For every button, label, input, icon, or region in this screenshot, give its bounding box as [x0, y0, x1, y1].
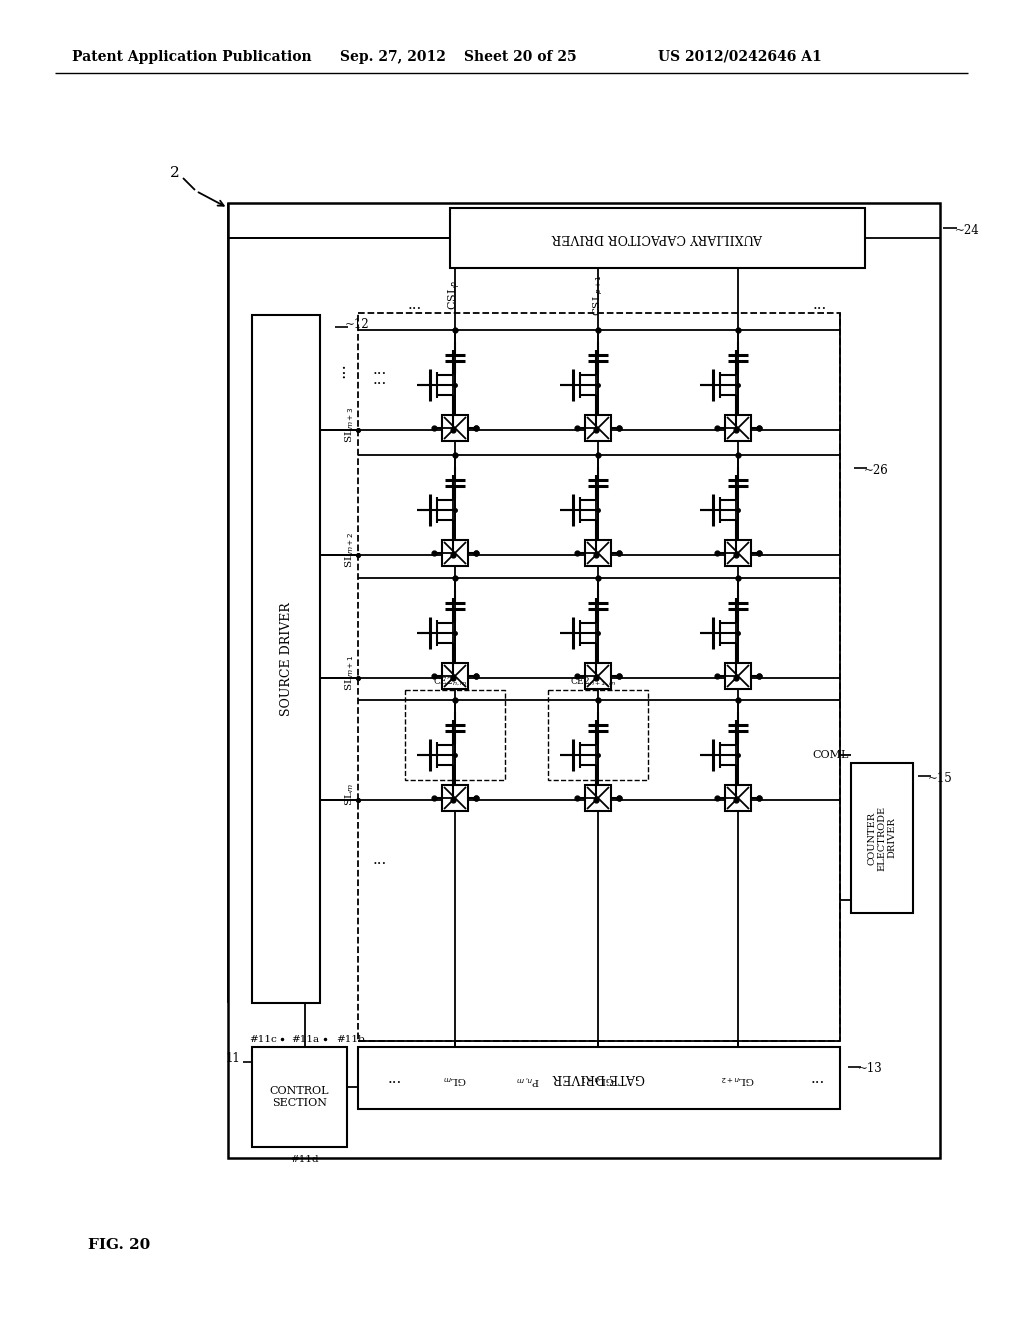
- Bar: [406, 690, 505, 780]
- Text: ~13: ~13: [858, 1063, 883, 1076]
- Text: SL$_{m+3}$: SL$_{m+3}$: [343, 407, 356, 444]
- Text: SL$_{m}$: SL$_{m}$: [343, 784, 356, 807]
- Text: ...: ...: [388, 1072, 402, 1086]
- Text: COUNTER
ELECTRODE
DRIVER: COUNTER ELECTRODE DRIVER: [867, 805, 897, 871]
- Text: SL$_{m+1}$: SL$_{m+1}$: [343, 655, 356, 692]
- Text: US 2012/0242646 A1: US 2012/0242646 A1: [658, 50, 822, 63]
- Bar: [585, 663, 611, 689]
- Text: 2: 2: [170, 166, 180, 180]
- Bar: [442, 540, 468, 566]
- Text: ~26: ~26: [864, 463, 889, 477]
- Bar: [252, 1047, 347, 1147]
- Text: CE2$_{n+1,m}$: CE2$_{n+1,m}$: [570, 676, 616, 688]
- Bar: [450, 209, 865, 268]
- Text: #11b: #11b: [337, 1035, 366, 1044]
- Bar: [585, 414, 611, 441]
- Text: CSL$_{p+1}$: CSL$_{p+1}$: [591, 275, 605, 315]
- Bar: [725, 414, 751, 441]
- Bar: [585, 785, 611, 810]
- Bar: [442, 414, 468, 441]
- Text: #11d: #11d: [291, 1155, 319, 1163]
- Bar: [725, 785, 751, 810]
- Text: ...: ...: [373, 363, 387, 378]
- Text: ~24: ~24: [955, 223, 980, 236]
- Text: GL$_{m}$: GL$_{m}$: [443, 1073, 467, 1085]
- Bar: [851, 763, 913, 913]
- Text: FIG. 20: FIG. 20: [88, 1238, 151, 1251]
- Bar: [252, 315, 319, 1003]
- Text: SOURCE DRIVER: SOURCE DRIVER: [280, 602, 293, 715]
- Text: AUXILIARY CAPACITOR DRIVER: AUXILIARY CAPACITOR DRIVER: [552, 231, 763, 244]
- Text: GL$_{n+2}$: GL$_{n+2}$: [721, 1073, 756, 1085]
- Text: SL$_{m+2}$: SL$_{m+2}$: [343, 532, 356, 568]
- Bar: [725, 663, 751, 689]
- Bar: [548, 690, 648, 780]
- Text: #11a: #11a: [291, 1035, 319, 1044]
- Bar: [442, 785, 468, 810]
- Bar: [585, 540, 611, 566]
- Text: Sheet 20 of 25: Sheet 20 of 25: [464, 50, 577, 63]
- Text: CONTROL
SECTION: CONTROL SECTION: [269, 1086, 330, 1107]
- Text: ...: ...: [408, 298, 422, 312]
- Text: #11c: #11c: [249, 1035, 276, 1044]
- Bar: [358, 313, 840, 1041]
- Text: 11: 11: [225, 1052, 240, 1065]
- Text: Sep. 27, 2012: Sep. 27, 2012: [340, 50, 445, 63]
- Text: ...: ...: [373, 853, 387, 867]
- Bar: [725, 540, 751, 566]
- Text: CSL$_{p}$: CSL$_{p}$: [446, 280, 463, 310]
- Text: Patent Application Publication: Patent Application Publication: [72, 50, 312, 63]
- Text: GL$_{n+1}$: GL$_{n+1}$: [581, 1073, 615, 1085]
- Text: ~12: ~12: [345, 318, 370, 331]
- Text: ...: ...: [813, 298, 827, 312]
- Text: CE2$_{n,m}$: CE2$_{n,m}$: [433, 676, 467, 688]
- Text: COML: COML: [813, 750, 849, 760]
- Bar: [228, 203, 940, 1158]
- Text: ...: ...: [332, 362, 348, 378]
- Text: ...: ...: [811, 1072, 825, 1086]
- Text: GATE DRIVER: GATE DRIVER: [553, 1072, 645, 1085]
- Bar: [358, 1047, 840, 1109]
- Text: ...: ...: [373, 374, 387, 387]
- Bar: [442, 663, 468, 689]
- Text: ~15: ~15: [928, 771, 952, 784]
- Text: P$_{n,m}$: P$_{n,m}$: [516, 1072, 540, 1086]
